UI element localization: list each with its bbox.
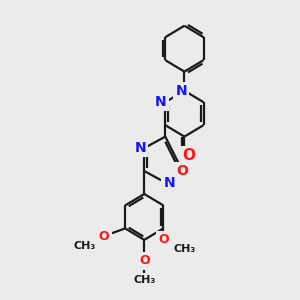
Text: CH₃: CH₃ bbox=[74, 241, 96, 250]
Text: O: O bbox=[177, 164, 188, 178]
Text: N: N bbox=[155, 95, 167, 109]
Text: O: O bbox=[182, 148, 196, 163]
Text: O: O bbox=[158, 233, 169, 246]
Text: N: N bbox=[176, 84, 187, 98]
Text: O: O bbox=[99, 230, 110, 242]
Text: N: N bbox=[135, 141, 146, 155]
Text: O: O bbox=[139, 254, 150, 267]
Text: CH₃: CH₃ bbox=[173, 244, 196, 254]
Text: CH₃: CH₃ bbox=[133, 275, 155, 285]
Text: N: N bbox=[163, 176, 175, 190]
